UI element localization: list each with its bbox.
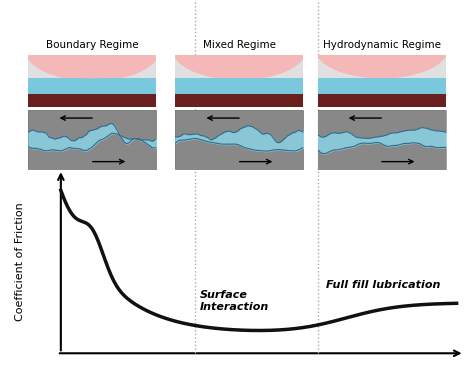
Bar bbox=[175, 78, 303, 94]
Bar bbox=[318, 78, 446, 94]
Text: Full fill lubrication: Full fill lubrication bbox=[326, 280, 440, 290]
Bar bbox=[175, 94, 303, 107]
Bar bbox=[28, 78, 156, 94]
Ellipse shape bbox=[314, 17, 449, 78]
Text: Coefficient of Friction: Coefficient of Friction bbox=[15, 202, 25, 321]
Ellipse shape bbox=[25, 19, 160, 81]
Text: Hydrodynamic Regime: Hydrodynamic Regime bbox=[323, 40, 440, 50]
Bar bbox=[175, 78, 303, 94]
Bar bbox=[28, 78, 156, 94]
Ellipse shape bbox=[25, 17, 160, 78]
Bar bbox=[28, 78, 156, 94]
Bar bbox=[318, 78, 446, 94]
Ellipse shape bbox=[25, 19, 160, 81]
Bar bbox=[318, 78, 446, 94]
Ellipse shape bbox=[172, 18, 307, 80]
Ellipse shape bbox=[314, 17, 449, 78]
Bar bbox=[175, 78, 303, 94]
Text: Boundary Regime: Boundary Regime bbox=[46, 40, 139, 50]
Ellipse shape bbox=[172, 15, 307, 77]
Text: Mixed Regime: Mixed Regime bbox=[203, 40, 276, 50]
Bar bbox=[318, 94, 446, 107]
Text: Surface
Interaction: Surface Interaction bbox=[200, 290, 269, 312]
Bar bbox=[28, 94, 156, 107]
Ellipse shape bbox=[172, 18, 307, 80]
Ellipse shape bbox=[314, 14, 449, 76]
